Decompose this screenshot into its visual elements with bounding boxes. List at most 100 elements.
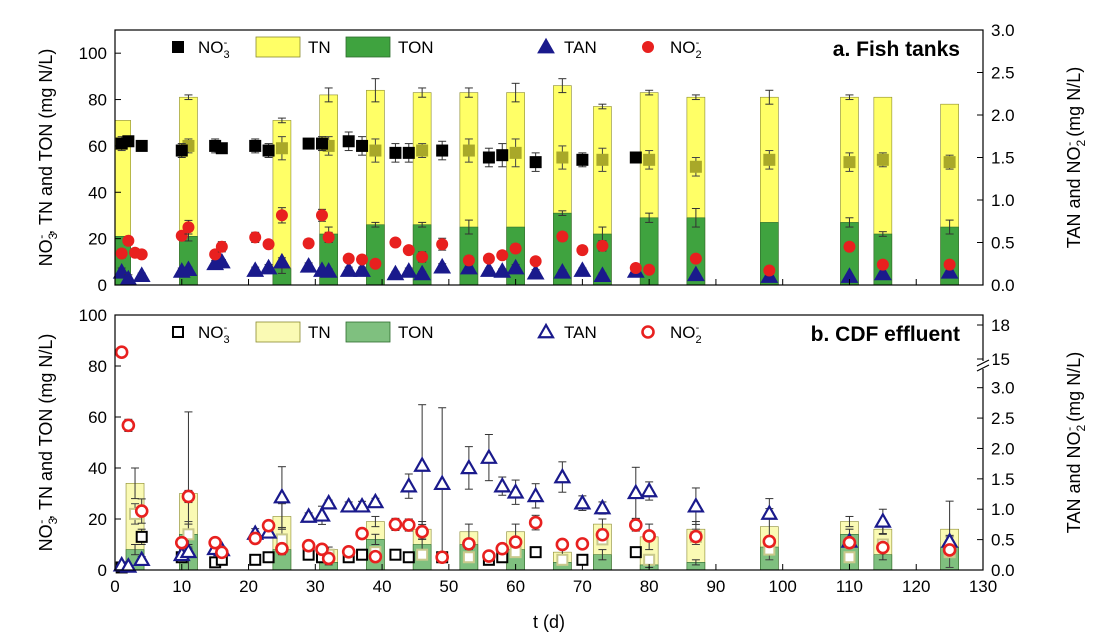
no3-calculated-point xyxy=(275,142,288,155)
legend-no3-label: NO3- xyxy=(198,322,230,346)
tan-point xyxy=(553,467,572,484)
legend-no2-marker xyxy=(641,325,655,339)
y2-tick-label: 2.5 xyxy=(991,409,1015,428)
no2-point xyxy=(762,534,777,549)
no2-point xyxy=(388,517,403,532)
no2-point xyxy=(121,418,136,433)
no3-calculated-point xyxy=(763,153,776,166)
no3-point xyxy=(356,548,369,561)
no2-point xyxy=(528,515,543,530)
no3-point xyxy=(402,146,415,159)
y2-tick-label: 2.5 xyxy=(991,64,1015,83)
no2-point xyxy=(261,518,276,533)
no2-point xyxy=(114,345,129,360)
no3-point xyxy=(576,153,589,166)
x-tick-label: 20 xyxy=(239,577,258,596)
no2-point xyxy=(436,238,449,251)
no3-calculated-point xyxy=(876,153,889,166)
y-tick-label: 20 xyxy=(88,230,107,249)
panel-title: a. Fish tanks xyxy=(833,38,960,61)
legend-no2-label: NO2- xyxy=(670,322,702,346)
x-tick-label: 110 xyxy=(836,577,863,596)
y-tick-label: 100 xyxy=(79,44,107,63)
no3-point xyxy=(402,551,415,564)
legend-tan-label: TAN xyxy=(564,323,597,342)
no2-point xyxy=(509,242,522,255)
tan-point xyxy=(319,262,338,278)
x-tick-label: 120 xyxy=(902,577,930,596)
y-tick-label: 80 xyxy=(88,357,107,376)
no2-point xyxy=(595,527,610,542)
no2-point xyxy=(689,529,703,544)
y-tick-label: 40 xyxy=(88,183,107,202)
no3-point xyxy=(315,137,328,150)
legend-ton-label: TON xyxy=(398,38,434,57)
axis-break-mark xyxy=(976,364,990,372)
no3-calculated-point xyxy=(416,144,429,157)
legend-tn-swatch xyxy=(255,321,301,343)
no3-point xyxy=(496,149,509,162)
y-tick-label: 0 xyxy=(98,276,107,295)
no3-calculated-point xyxy=(643,153,656,166)
no2-point xyxy=(302,237,315,250)
no2-point xyxy=(322,231,335,244)
y-tick-label: 60 xyxy=(88,137,107,156)
no2-point xyxy=(134,504,149,518)
legend: NO3- TN TON TAN NO2- xyxy=(172,321,702,346)
tan-point xyxy=(526,486,545,503)
no3-point xyxy=(529,156,542,169)
x-axis-title: t (d) xyxy=(533,612,565,632)
tan-point xyxy=(413,456,432,472)
no3-calculated-point xyxy=(462,144,475,157)
no2-point xyxy=(508,535,523,549)
no2-point xyxy=(215,545,229,560)
no2-point xyxy=(122,234,135,247)
tan-point xyxy=(319,493,338,510)
tan-point xyxy=(399,476,418,493)
no2-point xyxy=(876,540,890,555)
y2-tick-label: 2.0 xyxy=(991,106,1015,125)
no2-point xyxy=(301,538,316,553)
tan-point xyxy=(246,261,265,277)
no2-point xyxy=(529,255,542,268)
no2-point xyxy=(315,209,328,222)
tan-point xyxy=(119,269,138,286)
tan-point xyxy=(506,258,525,275)
x-tick-label: 60 xyxy=(506,577,525,596)
no3-point xyxy=(302,137,315,150)
no2-point xyxy=(135,248,148,261)
no2-point xyxy=(215,240,228,253)
no3-point xyxy=(629,546,642,559)
y-tick-label: 80 xyxy=(88,91,107,110)
legend-no3-label: NO3- xyxy=(198,37,230,61)
no2-point xyxy=(942,543,957,557)
no2-point xyxy=(555,537,570,552)
tan-point xyxy=(353,496,371,513)
no2-point xyxy=(575,537,590,551)
tan-point xyxy=(212,252,231,269)
panel-cdf-effluent: 0 20 40 60 80 100 0.0 0.5 1.0 1.5 2.0 2.5 3.0 15 18 0 10… xyxy=(34,306,1088,596)
no2-point xyxy=(389,236,402,249)
tan-point xyxy=(553,263,572,279)
axis-break-mark xyxy=(976,359,990,367)
no2-point xyxy=(249,231,262,244)
y-tick-label: 100 xyxy=(79,306,107,325)
no3-calculated-point xyxy=(509,146,522,159)
no3-calculated-point xyxy=(943,156,956,169)
no2-point xyxy=(208,535,222,550)
tan-point xyxy=(940,263,959,279)
y2-tick-label: 1.0 xyxy=(991,500,1015,519)
no3-calculated-point xyxy=(462,551,475,564)
x-tick-label: 100 xyxy=(769,577,797,596)
tan-point xyxy=(313,506,331,522)
x-tick-label: 130 xyxy=(969,577,997,596)
y2-tick-label: 3.0 xyxy=(991,379,1015,398)
legend-ton-swatch xyxy=(345,321,391,343)
no2-point xyxy=(576,244,589,257)
y-axis-title: NO3-, TN and TON (mg N/L) xyxy=(34,49,60,267)
tan-point xyxy=(132,266,151,282)
tan-point xyxy=(259,258,278,275)
tan-point xyxy=(593,266,612,282)
no2-point xyxy=(341,544,356,559)
